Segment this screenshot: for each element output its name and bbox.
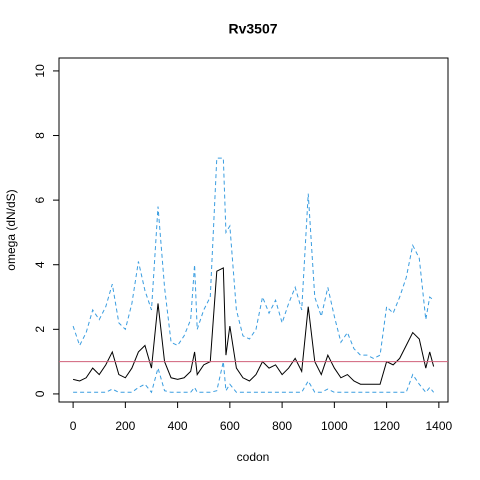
y-tick-label: 0 — [33, 390, 47, 397]
y-tick-label: 8 — [33, 132, 47, 139]
x-tick-label: 1200 — [373, 419, 400, 433]
x-tick-label: 200 — [115, 419, 135, 433]
y-axis-label: omega (dN/dS) — [4, 189, 18, 270]
x-tick-label: 0 — [70, 419, 77, 433]
x-tick-label: 400 — [168, 419, 188, 433]
y-tick-label: 4 — [33, 261, 47, 268]
series-line — [72, 267, 435, 385]
x-tick-label: 1400 — [426, 419, 453, 433]
series-line — [72, 157, 434, 359]
x-tick-label: 600 — [220, 419, 240, 433]
x-tick-label: 800 — [272, 419, 292, 433]
series-line — [73, 361, 435, 394]
y-tick-label: 10 — [33, 64, 47, 78]
x-axis-label: codon — [237, 450, 270, 464]
x-tick-label: 1000 — [321, 419, 348, 433]
y-tick-label: 6 — [33, 196, 47, 203]
plot-frame — [58, 57, 449, 403]
y-tick-label: 2 — [33, 326, 47, 333]
chart-title: Rv3507 — [228, 21, 277, 37]
